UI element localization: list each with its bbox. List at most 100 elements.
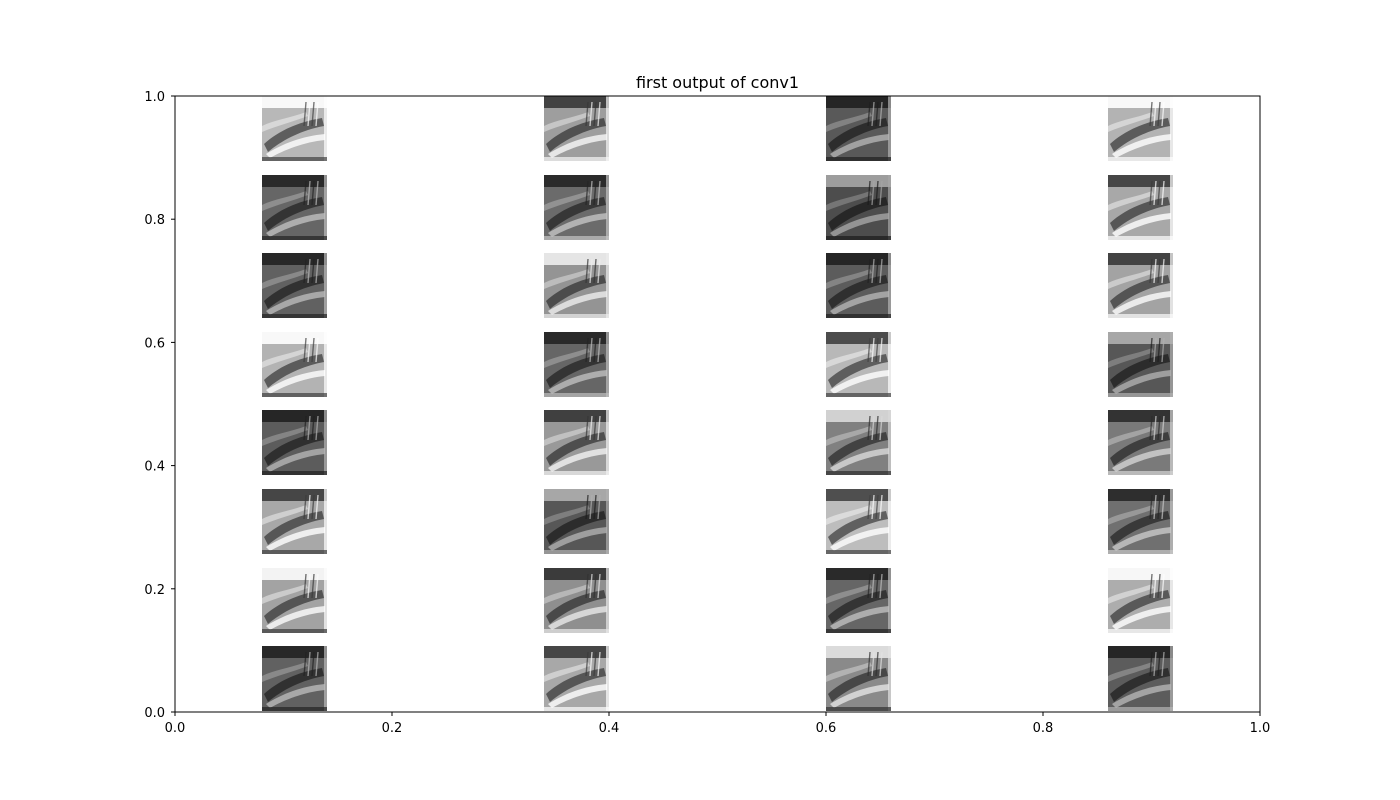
tile-bottom-strip [544, 707, 609, 711]
tile-streak-dark [1110, 590, 1170, 624]
tile-edge-strip [1170, 175, 1173, 240]
tile-streak-upper [1108, 662, 1154, 682]
tile-mast-line [585, 651, 589, 677]
tile-streak-light [548, 213, 607, 237]
tile-streak-light [266, 684, 325, 708]
y-tick-label: 1.0 [144, 90, 165, 105]
tile-streak-dark [1110, 275, 1170, 309]
tile-streak-light [830, 684, 889, 708]
tile-top-band [1108, 253, 1173, 265]
tile-mast-line [589, 415, 593, 441]
tile-streak-dark [1110, 511, 1170, 545]
tile-mast-line [875, 494, 879, 520]
tile-mast-line [1161, 494, 1165, 520]
tile-mast-line [875, 573, 879, 599]
tile-top-band [1108, 175, 1173, 187]
tile-mast-line [307, 494, 311, 520]
tile-streak-dark [546, 432, 606, 466]
tile-top-band [1108, 96, 1173, 108]
tile-streak-upper [262, 584, 308, 604]
tile-streak-light [266, 370, 325, 394]
feature-map-tile [1108, 175, 1173, 240]
y-tick-label: 0.8 [144, 213, 165, 228]
tile-edge-strip [1170, 489, 1173, 554]
tile-streak-upper [262, 505, 308, 525]
tile-bottom-strip [262, 393, 327, 397]
tile-streak-light [1112, 213, 1171, 237]
tile-bottom-strip [826, 393, 891, 397]
tile-mast-line [879, 573, 883, 599]
tile-mast-line [303, 258, 307, 284]
tile-mast-line [303, 573, 307, 599]
tile-top-band [262, 175, 327, 187]
tile-bottom-strip [262, 314, 327, 318]
tile-bottom-strip [826, 471, 891, 475]
tile-streak-upper [544, 505, 590, 525]
tile-streak-upper [544, 426, 590, 446]
tile-streak-upper [1108, 269, 1154, 289]
tile-bottom-strip [1108, 314, 1173, 318]
tile-edge-strip [888, 568, 891, 633]
feature-map-tile [826, 646, 891, 711]
tile-bottom-strip [544, 314, 609, 318]
tile-top-band [826, 489, 891, 501]
tile-edge-strip [324, 175, 327, 240]
tile-streak-light [1112, 291, 1171, 315]
tile-mast-line [867, 415, 871, 441]
tile-streak-dark [546, 354, 606, 388]
tile-mast-line [1157, 415, 1161, 441]
tile-mast-line [589, 101, 593, 127]
tile-mast-line [585, 337, 589, 363]
tile-streak-dark [1110, 432, 1170, 466]
feature-map-tile [544, 489, 609, 554]
tile-mast-line [1153, 101, 1157, 127]
tile-mast-line [315, 258, 319, 284]
tile-streak-dark [828, 511, 888, 545]
tile-mast-line [597, 415, 601, 441]
tile-edge-strip [606, 96, 609, 161]
tile-streak-light [1112, 684, 1171, 708]
tile-bottom-strip [262, 550, 327, 554]
tile-mast-line [585, 180, 589, 206]
tile-streak-dark [546, 590, 606, 624]
tile-bottom-strip [1108, 629, 1173, 633]
tile-edge-strip [324, 410, 327, 475]
tile-mast-line [1157, 101, 1161, 127]
tile-mast-line [1149, 494, 1153, 520]
tile-streak-light [548, 684, 607, 708]
tile-streak-upper [826, 269, 872, 289]
tile-bottom-strip [826, 707, 891, 711]
tile-streak-light [1112, 370, 1171, 394]
tile-mast-line [1149, 415, 1153, 441]
tile-top-band [826, 646, 891, 658]
tile-edge-strip [324, 646, 327, 711]
tile-streak-dark [828, 590, 888, 624]
tile-mast-line [311, 573, 315, 599]
tile-mast-line [867, 337, 871, 363]
y-tick-label: 0.6 [144, 336, 165, 351]
tile-streak-light [266, 291, 325, 315]
tile-top-band [1108, 332, 1173, 344]
feature-map-tile [262, 253, 327, 318]
tile-mast-line [871, 573, 875, 599]
tile-streak-light [266, 134, 325, 158]
tile-edge-strip [606, 568, 609, 633]
tile-mast-line [589, 651, 593, 677]
tile-mast-line [315, 651, 319, 677]
feature-map-tile [262, 568, 327, 633]
tile-bottom-strip [1108, 707, 1173, 711]
tile-mast-line [585, 494, 589, 520]
tile-mast-line [597, 651, 601, 677]
tile-mast-line [311, 337, 315, 363]
tile-mast-line [311, 651, 315, 677]
tile-mast-line [585, 258, 589, 284]
tile-streak-dark [828, 432, 888, 466]
tile-mast-line [597, 180, 601, 206]
tile-bottom-strip [826, 157, 891, 161]
tile-mast-line [875, 180, 879, 206]
tile-mast-line [1157, 651, 1161, 677]
feature-map-tile [544, 568, 609, 633]
tile-top-band [1108, 646, 1173, 658]
tile-streak-dark [828, 668, 888, 702]
